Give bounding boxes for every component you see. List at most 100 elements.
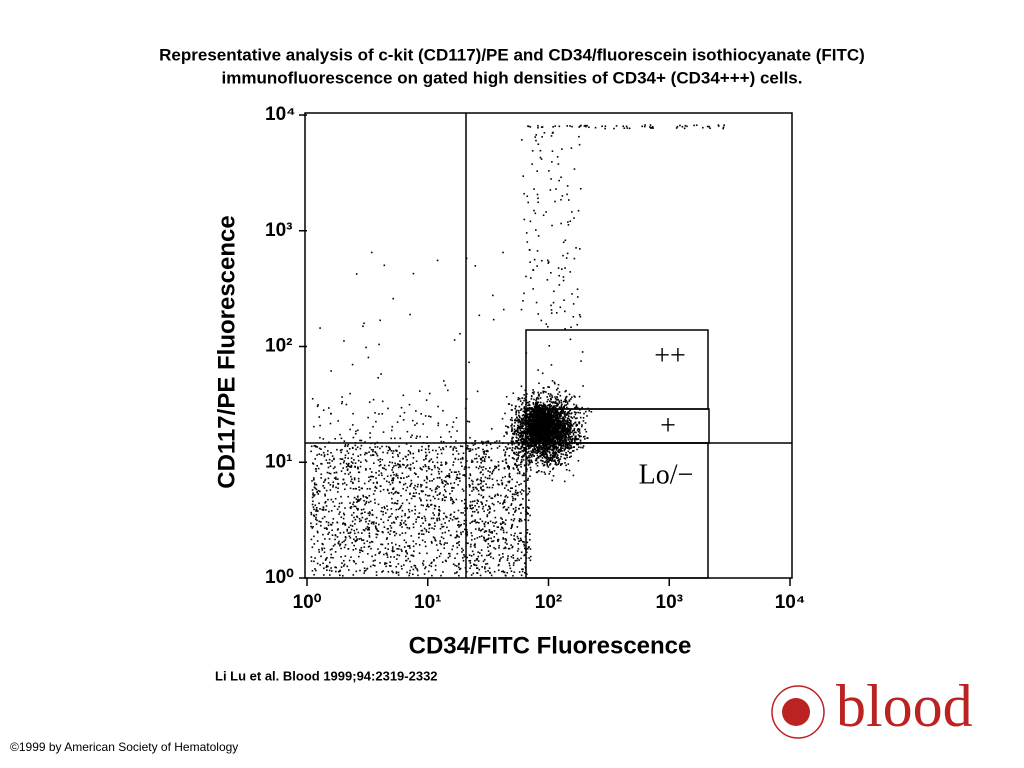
event-dot xyxy=(450,471,453,473)
event-dot xyxy=(323,455,326,458)
event-dot xyxy=(319,521,322,523)
event-dot xyxy=(551,406,553,408)
event-dot xyxy=(355,448,357,451)
event-dot xyxy=(414,512,416,515)
event-dot xyxy=(397,455,400,458)
event-dot xyxy=(430,540,433,543)
event-dot xyxy=(409,452,412,455)
event-dot xyxy=(357,531,360,534)
event-dot xyxy=(565,413,567,415)
event-dot xyxy=(354,505,357,508)
event-dot xyxy=(428,527,431,530)
event-dot xyxy=(448,473,450,475)
event-dot xyxy=(397,492,400,494)
event-dot xyxy=(557,393,559,395)
event-dot xyxy=(460,512,463,514)
event-dot xyxy=(458,574,460,577)
event-dot xyxy=(315,516,317,519)
event-dot xyxy=(526,444,529,446)
event-dot xyxy=(579,432,581,434)
event-dot xyxy=(324,446,326,448)
event-dot xyxy=(333,471,336,474)
event-dot xyxy=(385,562,388,565)
event-dot xyxy=(451,487,453,489)
event-dot xyxy=(554,396,556,398)
event-dot xyxy=(549,410,552,413)
event-dot xyxy=(529,533,531,536)
event-dot xyxy=(534,420,536,422)
event-dot xyxy=(529,423,532,425)
event-dot xyxy=(546,409,549,412)
event-dot xyxy=(558,449,560,451)
event-dot xyxy=(327,498,329,501)
event-dot xyxy=(565,404,568,406)
event-dot xyxy=(354,432,357,435)
event-dot xyxy=(438,446,441,449)
event-dot xyxy=(534,404,537,406)
event-dot xyxy=(534,412,536,414)
event-dot xyxy=(550,411,553,414)
event-dot xyxy=(422,465,425,468)
event-dot xyxy=(467,445,469,447)
event-dot xyxy=(435,449,437,452)
event-dot xyxy=(468,466,470,469)
event-dot xyxy=(560,406,563,409)
event-dot xyxy=(544,435,547,437)
event-dot xyxy=(380,518,382,521)
event-dot xyxy=(372,450,374,453)
event-dot xyxy=(326,453,329,456)
event-dot xyxy=(401,567,403,570)
event-dot xyxy=(517,431,520,434)
event-dot xyxy=(333,458,335,461)
event-dot xyxy=(429,488,432,490)
event-dot xyxy=(527,456,530,459)
event-dot xyxy=(530,438,533,440)
event-dot xyxy=(554,414,557,416)
event-dot xyxy=(424,451,427,454)
event-dot xyxy=(351,424,354,426)
event-dot xyxy=(562,400,565,403)
event-dot xyxy=(362,529,365,531)
event-dot xyxy=(567,415,570,418)
event-dot xyxy=(540,445,543,447)
event-dot xyxy=(412,540,415,543)
event-dot xyxy=(531,445,533,447)
event-dot xyxy=(566,423,568,425)
event-dot xyxy=(404,482,407,485)
event-dot xyxy=(573,429,576,431)
event-dot xyxy=(341,448,343,451)
event-dot xyxy=(402,483,405,486)
event-dot xyxy=(543,437,546,440)
event-dot xyxy=(565,406,568,409)
event-dot xyxy=(566,421,568,423)
event-dot xyxy=(552,475,555,477)
event-dot xyxy=(471,483,474,485)
event-dot xyxy=(452,500,455,503)
event-dot xyxy=(363,567,366,570)
event-dot xyxy=(326,462,329,464)
event-dot xyxy=(425,399,428,401)
event-dot xyxy=(452,464,454,466)
event-dot xyxy=(368,501,370,504)
event-dot xyxy=(451,426,454,428)
event-dot xyxy=(530,398,533,400)
event-dot xyxy=(353,516,355,519)
event-dot xyxy=(415,543,417,545)
event-dot xyxy=(533,429,536,432)
event-dot xyxy=(567,450,570,453)
event-dot xyxy=(543,433,546,436)
event-dot xyxy=(526,401,529,404)
event-dot xyxy=(532,389,534,391)
event-dot xyxy=(552,468,554,471)
event-dot xyxy=(521,438,523,441)
event-dot xyxy=(533,432,536,435)
event-dot xyxy=(340,451,342,454)
event-dot xyxy=(417,533,420,535)
event-dot xyxy=(549,395,551,397)
event-dot xyxy=(369,436,371,439)
event-dot xyxy=(535,420,537,423)
event-dot xyxy=(451,519,454,521)
event-dot xyxy=(469,436,471,439)
event-dot xyxy=(519,425,522,428)
event-dot xyxy=(526,445,529,448)
